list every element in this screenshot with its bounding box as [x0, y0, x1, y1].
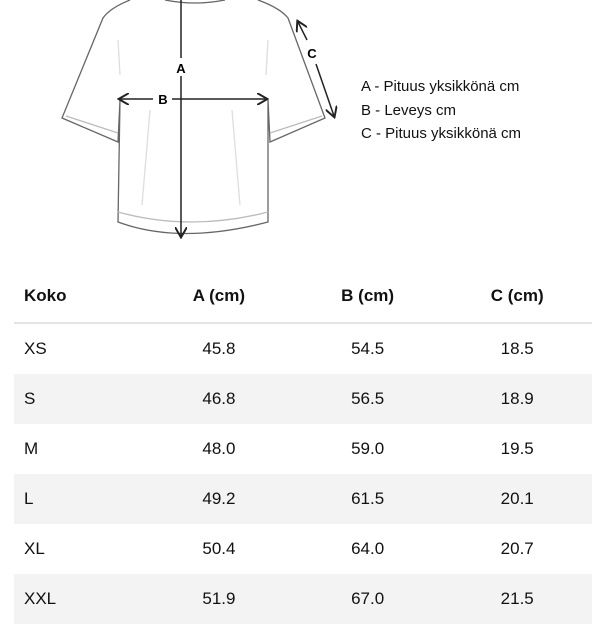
cell-size: XL	[24, 539, 45, 558]
cell-a: 46.8	[145, 374, 293, 424]
measure-c	[298, 22, 334, 116]
cell-size: XXL	[14, 574, 145, 624]
legend-b: B - Leveys cm	[361, 101, 457, 119]
cell-a: 50.4	[202, 539, 236, 558]
cell-b: 54.5	[351, 339, 385, 358]
header-b: B (cm)	[292, 270, 443, 324]
table-header-row: Koko A (cm) B (cm) C (cm)	[14, 270, 592, 324]
tshirt-measurement-diagram: A B C	[61, 0, 360, 250]
cell-c: 20.7	[500, 539, 534, 558]
cell-b: 64.0	[351, 539, 385, 558]
header-a: A (cm)	[145, 270, 293, 324]
cell-b: 59.0	[351, 439, 385, 458]
cell-a: 45.8	[202, 339, 236, 358]
cell-b: 67.0	[292, 574, 443, 624]
cell-a: 51.9	[145, 574, 293, 624]
header-c: C (cm)	[442, 270, 592, 324]
header-size: Koko	[14, 270, 145, 324]
label-a: A	[176, 61, 186, 76]
cell-c: 21.5	[442, 574, 592, 624]
size-table: Koko A (cm) B (cm) C (cm) XS 45.8 54.5 18.5…	[14, 270, 592, 624]
table-row: S 46.8 56.5 18.9	[14, 374, 592, 424]
table-row: M 48.0 59.0 19.5	[14, 424, 592, 474]
cell-c: 18.5	[500, 339, 534, 358]
cell-size: XS	[24, 339, 47, 358]
cell-a: 49.2	[145, 474, 293, 524]
cell-size: M	[24, 439, 39, 458]
cell-b: 61.5	[292, 474, 443, 524]
measurement-legend: A - Pituus yksikkönä cm B - Leveys cm C …	[361, 75, 521, 146]
table-row: XS 45.8 54.5 18.5	[14, 323, 592, 374]
cell-c: 18.9	[442, 374, 592, 424]
table-row: XXL 51.9 67.0 21.5	[14, 574, 592, 624]
table-row: L 49.2 61.5 20.1	[14, 474, 592, 524]
cell-c: 19.5	[500, 439, 534, 458]
cell-c: 20.1	[442, 474, 592, 524]
cell-b: 56.5	[292, 374, 443, 424]
cell-size: L	[14, 474, 145, 524]
cell-a: 48.0	[202, 439, 236, 458]
legend-c: C - Pituus yksikkönä cm	[361, 125, 522, 142]
cell-size: S	[14, 374, 145, 424]
label-b: B	[158, 92, 167, 107]
legend-a: A - Pituus yksikkönä cm	[361, 78, 520, 95]
label-c: C	[307, 46, 317, 61]
table-row: XL 50.4 64.0 20.7	[14, 524, 592, 574]
tshirt-outline	[61, 0, 326, 235]
